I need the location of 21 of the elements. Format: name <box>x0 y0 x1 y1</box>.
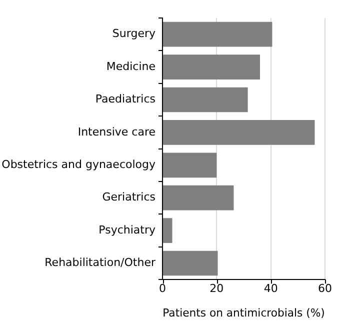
bar <box>163 185 234 210</box>
bar <box>163 250 218 276</box>
y-tick-label: Geriatrics <box>102 190 156 204</box>
y-tick-label: Rehabilitation/Other <box>44 256 156 270</box>
bar <box>163 152 217 178</box>
bar <box>163 120 315 145</box>
x-tick-label: 60 <box>318 282 332 296</box>
bar <box>163 22 272 47</box>
y-tick-label: Intensive care <box>78 125 156 138</box>
y-tick-label: Obstetrics and gynaecology <box>2 158 156 172</box>
y-tick-label: Paediatrics <box>95 92 156 106</box>
y-tick-label: Medicine <box>106 60 156 73</box>
y-tick-label: Surgery <box>112 27 156 40</box>
y-tick-label: Psychiatry <box>98 223 156 236</box>
bar <box>163 87 248 112</box>
bar <box>163 218 172 243</box>
x-axis-title: Patients on antimicrobials (%) <box>162 306 325 320</box>
x-tick-label: 0 <box>159 282 166 296</box>
x-tick-label: 20 <box>210 282 224 296</box>
bar <box>163 54 260 80</box>
x-tick-label: 40 <box>264 282 278 296</box>
